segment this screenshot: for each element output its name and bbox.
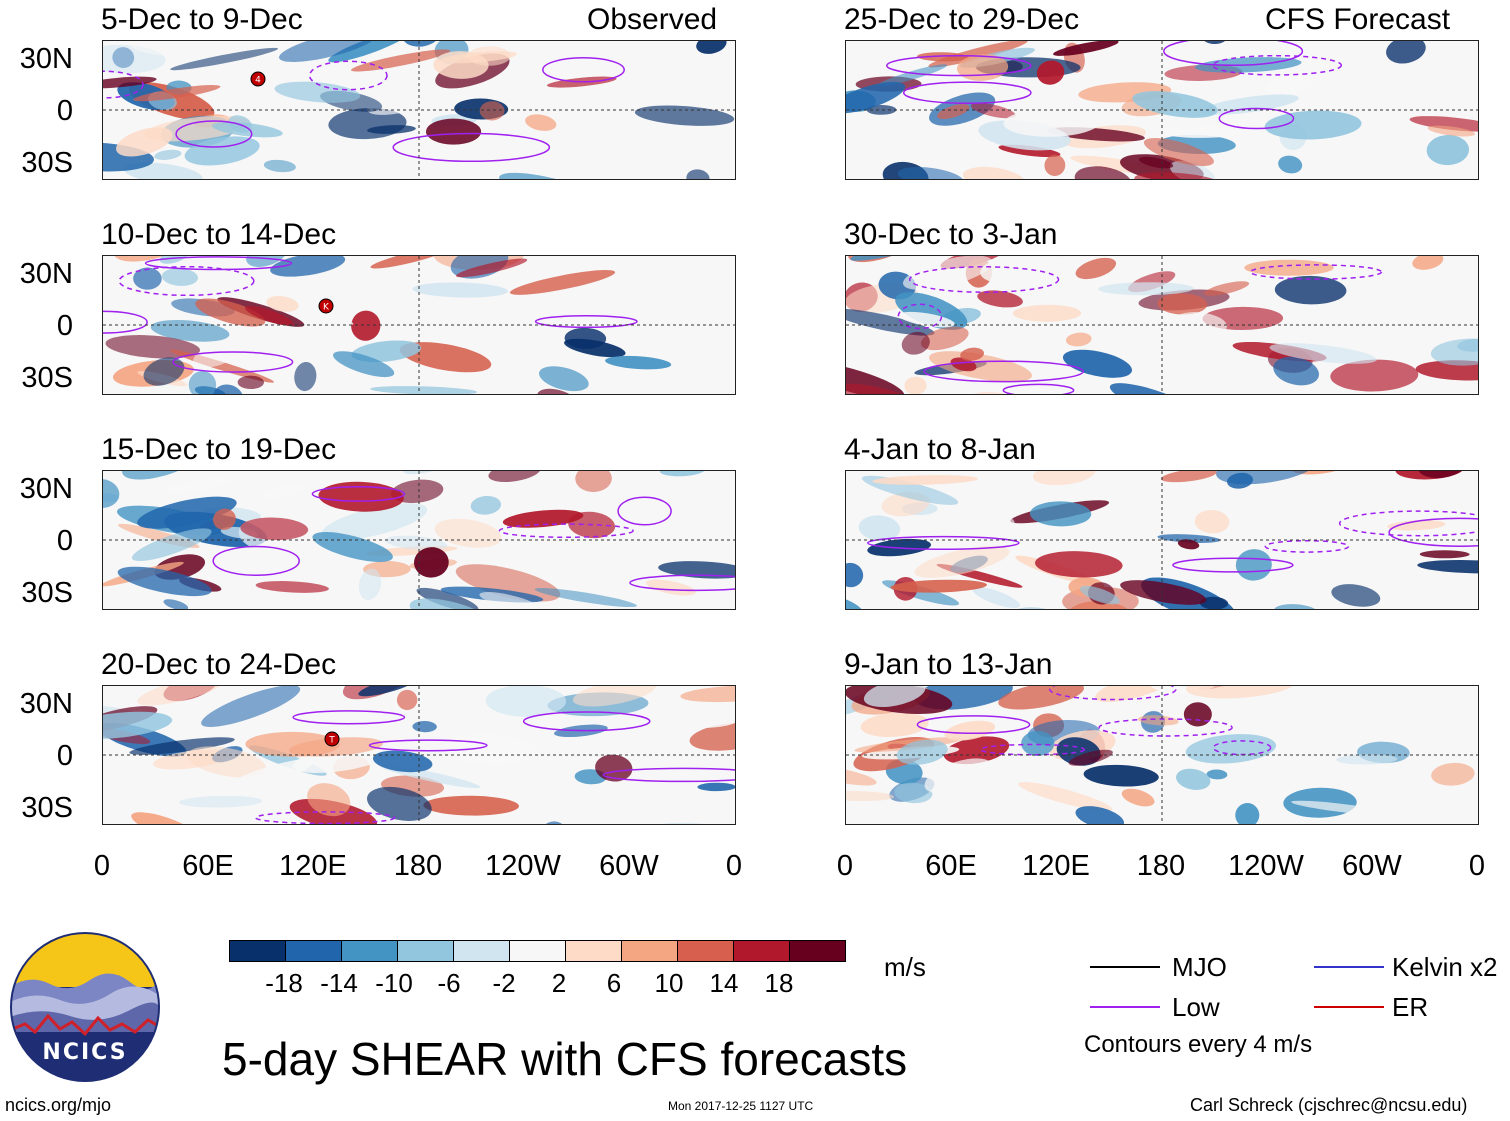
storm-marker-icon: [318, 298, 334, 314]
panel-title-right-1: 25-Dec to 29-Dec: [844, 3, 1080, 36]
colorbar-cell: [622, 941, 678, 961]
x-label-right-60w: 60W: [1342, 850, 1402, 882]
x-label-right-120e: 120E: [1022, 850, 1090, 882]
y-label-30s: 30S: [21, 792, 73, 824]
shear-field-right-2: [846, 256, 1478, 394]
y-label-30n: 30N: [19, 688, 73, 720]
map-panel-right-4: [845, 685, 1479, 825]
colorbar-cell: [230, 941, 286, 961]
colorbar-cell: [342, 941, 398, 961]
shear-field-right-1: [846, 41, 1478, 179]
legend-line-low: [1090, 1006, 1160, 1008]
x-label-right-120w: 120W: [1228, 850, 1304, 882]
map-panel-right-1: [845, 40, 1479, 180]
colorbar-label: 14: [709, 968, 739, 998]
storm-marker-label: 4: [255, 76, 261, 86]
y-label-0: 0: [56, 740, 73, 772]
panel-title-left-1: 5-Dec to 9-Dec: [101, 3, 303, 36]
shear-field-right-3: [846, 471, 1478, 609]
y-label-30n: 30N: [19, 258, 73, 290]
y-label-30s: 30S: [21, 362, 73, 394]
y-label-30n: 30N: [19, 473, 73, 505]
panel-title-right-4: 9-Jan to 13-Jan: [844, 648, 1053, 681]
shear-field-left-1: 4: [103, 41, 735, 179]
colorbar-label: 18: [764, 968, 794, 998]
shear-field-right-4: [846, 686, 1478, 824]
legend-kelvin: Kelvin x2: [1392, 952, 1498, 982]
legend-line-mjo: [1090, 966, 1160, 968]
storm-marker-icon: [324, 731, 340, 747]
colorbar-label: -2: [492, 968, 516, 998]
footer-url: ncics.org/mjo: [5, 1095, 112, 1115]
legend-line-kelvin: [1314, 966, 1384, 968]
y-label-30s: 30S: [21, 577, 73, 609]
shear-field-left-4: T: [103, 686, 735, 824]
colorbar-cell: [286, 941, 342, 961]
map-panel-left-3: [102, 470, 736, 610]
colorbar-cell: [398, 941, 454, 961]
colorbar-label: 6: [606, 968, 622, 998]
x-label-left-60e: 60E: [182, 850, 234, 882]
y-label-0: 0: [56, 95, 73, 127]
map-panel-left-2: K: [102, 255, 736, 395]
main-title: 5-day SHEAR with CFS forecasts: [222, 1033, 908, 1085]
colorbar-label: 10: [654, 968, 684, 998]
x-label-left-120w: 120W: [485, 850, 561, 882]
map-panel-left-1: 4: [102, 40, 736, 180]
legend-contours-note: Contours every 4 m/s: [1084, 1031, 1313, 1058]
colorbar-cell: [566, 941, 622, 961]
colorbar-cell: [734, 941, 790, 961]
map-panel-left-4: T: [102, 685, 736, 825]
legend-low: Low: [1172, 992, 1220, 1022]
y-label-0: 0: [56, 310, 73, 342]
y-label-30n: 30N: [19, 43, 73, 75]
logo-text: NCICS: [42, 1040, 127, 1065]
x-label-right-0-end: 0: [1468, 850, 1486, 882]
cfs-forecast-label: CFS Forecast: [1265, 3, 1451, 36]
colorbar-label: -14: [320, 968, 358, 998]
shear-field-left-2: K: [103, 256, 735, 394]
colorbar-label: 2: [551, 968, 567, 998]
x-label-left-60w: 60W: [599, 850, 659, 882]
ncics-logo: NCICS: [10, 932, 160, 1082]
panel-title-right-3: 4-Jan to 8-Jan: [844, 433, 1036, 466]
x-label-left-0-end: 0: [725, 850, 743, 882]
x-label-left-120e: 120E: [279, 850, 347, 882]
legend-mjo: MJO: [1172, 952, 1227, 982]
footer-credit: Carl Schreck (cjschrec@ncsu.edu): [1190, 1095, 1468, 1115]
footer-timestamp: Mon 2017-12-25 1127 UTC: [668, 1099, 814, 1113]
map-panel-right-3: [845, 470, 1479, 610]
colorbar-cell: [454, 941, 510, 961]
units-label: m/s: [884, 952, 926, 982]
map-panel-right-2: [845, 255, 1479, 395]
storm-marker-label: K: [323, 303, 330, 313]
panel-title-left-3: 15-Dec to 19-Dec: [101, 433, 337, 466]
x-label-right-180: 180: [1136, 850, 1186, 882]
storm-marker-label: T: [328, 736, 335, 746]
colorbar-cell: [510, 941, 566, 961]
colorbar-label: -10: [375, 968, 413, 998]
shear-field-left-3: [103, 471, 735, 609]
colorbar: [229, 940, 846, 962]
panel-title-right-2: 30-Dec to 3-Jan: [844, 218, 1058, 251]
x-label-right-60e: 60E: [925, 850, 977, 882]
y-label-30s: 30S: [21, 147, 73, 179]
colorbar-cell: [678, 941, 734, 961]
panel-title-left-2: 10-Dec to 14-Dec: [101, 218, 337, 251]
colorbar-label: -18: [265, 968, 303, 998]
colorbar-label: -6: [437, 968, 461, 998]
x-label-left-0: 0: [93, 850, 111, 882]
panel-title-left-4: 20-Dec to 24-Dec: [101, 648, 337, 681]
x-label-left-180: 180: [393, 850, 443, 882]
y-label-0: 0: [56, 525, 73, 557]
storm-marker-icon: [250, 71, 266, 87]
observed-label: Observed: [587, 3, 718, 36]
x-label-right-0: 0: [836, 850, 854, 882]
colorbar-cell: [790, 941, 845, 961]
legend-line-er: [1314, 1006, 1384, 1008]
legend-er: ER: [1392, 992, 1429, 1022]
